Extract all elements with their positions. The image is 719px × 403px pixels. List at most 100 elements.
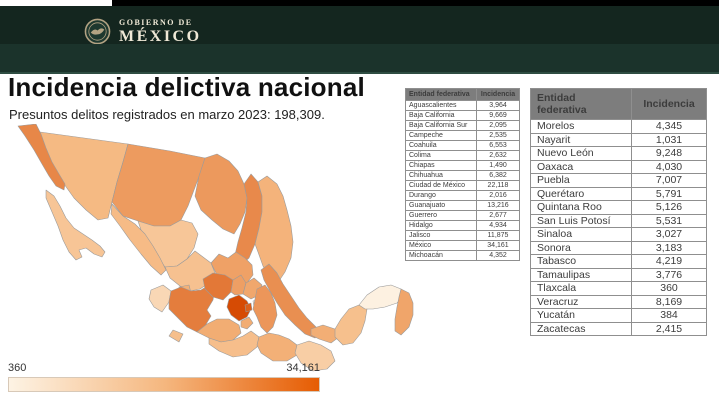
incidence-value-cell: 3,964 xyxy=(476,100,520,111)
state-chihuahua xyxy=(111,143,206,227)
state-name-cell: Morelos xyxy=(530,119,632,134)
table-row: Baja California Sur 2,095 xyxy=(405,120,520,131)
state-oaxaca xyxy=(256,332,298,362)
state-name-cell: Hidalgo xyxy=(405,220,477,231)
table-row: Querétaro 5,791 xyxy=(530,186,707,201)
incidence-value-cell: 1,031 xyxy=(631,132,707,147)
incidence-value-cell: 2,016 xyxy=(476,190,520,201)
state-name-cell: Baja California xyxy=(405,110,477,121)
state-campeche xyxy=(334,304,368,346)
table-row: Sinaloa 3,027 xyxy=(530,227,707,242)
table-row: Tlaxcala 360 xyxy=(530,281,707,296)
table-row: Sonora 3,183 xyxy=(530,240,707,255)
state-name-cell: Chihuahua xyxy=(405,170,477,181)
brand-line2: MÉXICO xyxy=(119,27,202,45)
color-scale-labels: 360 34,161 xyxy=(8,362,320,374)
column-header-incidencia: Incidencia xyxy=(476,88,520,101)
page-title: Incidencia delictiva nacional xyxy=(8,72,365,102)
table-row: Jalisco 11,875 xyxy=(405,230,520,241)
state-name-cell: Nayarit xyxy=(530,132,632,147)
state-name-cell: Veracruz xyxy=(530,294,632,309)
state-name-cell: Durango xyxy=(405,190,477,201)
incidence-value-cell: 4,934 xyxy=(476,220,520,231)
state-name-cell: Zacatecas xyxy=(530,321,632,336)
table-row: Veracruz 8,169 xyxy=(530,294,707,309)
incidence-value-cell: 5,791 xyxy=(631,186,707,201)
column-header-entidad: Entidad federativa xyxy=(405,88,477,101)
incidence-table-right: Entidad federativa Incidencia Morelos 4,3… xyxy=(530,88,707,336)
table-row: Yucatán 384 xyxy=(530,308,707,323)
incidence-value-cell: 2,095 xyxy=(476,120,520,131)
top-edge-strip xyxy=(0,0,719,6)
state-name-cell: Ciudad de México xyxy=(405,180,477,191)
state-name-cell: Aguascalientes xyxy=(405,100,477,111)
incidence-value-cell: 3,027 xyxy=(631,227,707,242)
state-name-cell: Michoacán xyxy=(405,250,477,261)
incidence-value-cell: 2,677 xyxy=(476,210,520,221)
incidence-value-cell: 5,126 xyxy=(631,200,707,215)
state-name-cell: Chiapas xyxy=(405,160,477,171)
table-row: Oaxaca 4,030 xyxy=(530,159,707,174)
color-scale-legend: 360 34,161 xyxy=(8,362,320,392)
state-name-cell: Guanajuato xyxy=(405,200,477,211)
column-header-entidad: Entidad federativa xyxy=(530,88,632,120)
banner-lower-band xyxy=(0,44,719,74)
state-morelos xyxy=(240,316,254,330)
table-row: Colima 2,632 xyxy=(405,150,520,161)
state-chiapas xyxy=(294,340,336,372)
table-row: Morelos 4,345 xyxy=(530,119,707,134)
incidence-value-cell: 9,669 xyxy=(476,110,520,121)
table-header-row: Entidad federativa Incidencia xyxy=(530,88,707,120)
state-name-cell: Yucatán xyxy=(530,308,632,323)
state-jalisco xyxy=(168,284,216,333)
incidence-value-cell: 3,776 xyxy=(631,267,707,282)
state-name-cell: Sinaloa xyxy=(530,227,632,242)
table-row: Aguascalientes 3,964 xyxy=(405,100,520,111)
state-name-cell: Sonora xyxy=(530,240,632,255)
mexico-map-svg xyxy=(17,123,414,372)
table-row: México 34,161 xyxy=(405,240,520,251)
incidence-value-cell: 6,382 xyxy=(476,170,520,181)
incidence-value-cell: 4,030 xyxy=(631,159,707,174)
incidence-value-cell: 4,352 xyxy=(476,250,520,261)
table-row: Guerrero 2,677 xyxy=(405,210,520,221)
incidence-value-cell: 22,118 xyxy=(476,180,520,191)
state-name-cell: Quintana Roo xyxy=(530,200,632,215)
state-name-cell: Baja California Sur xyxy=(405,120,477,131)
table-row: Tamaulipas 3,776 xyxy=(530,267,707,282)
table-row: Chihuahua 6,382 xyxy=(405,170,520,181)
state-name-cell: México xyxy=(405,240,477,251)
incidence-value-cell: 13,216 xyxy=(476,200,520,211)
table-row: Chiapas 1,490 xyxy=(405,160,520,171)
table-header-row: Entidad federativa Incidencia xyxy=(405,88,520,101)
state-name-cell: Tlaxcala xyxy=(530,281,632,296)
incidence-value-cell: 11,875 xyxy=(476,230,520,241)
table-row: Nayarit 1,031 xyxy=(530,132,707,147)
incidence-table-left: Entidad federativa Incidencia Aguascalie… xyxy=(405,88,520,261)
table-row: Coahuila 6,553 xyxy=(405,140,520,151)
table-row: Zacatecas 2,415 xyxy=(530,321,707,336)
state-name-cell: Nuevo León xyxy=(530,146,632,161)
gobierno-seal-icon xyxy=(84,18,111,45)
state-coahuila xyxy=(194,153,248,235)
scale-min-label: 360 xyxy=(8,362,27,374)
incidence-value-cell: 9,248 xyxy=(631,146,707,161)
state-zacatecas xyxy=(164,250,216,292)
state-name-cell: Coahuila xyxy=(405,140,477,151)
state-name-cell: Tamaulipas xyxy=(530,267,632,282)
state-name-cell: Tabasco xyxy=(530,254,632,269)
state-name-cell: Oaxaca xyxy=(530,159,632,174)
incidence-value-cell: 6,553 xyxy=(476,140,520,151)
table-row: Nuevo León 9,248 xyxy=(530,146,707,161)
state-name-cell: Colima xyxy=(405,150,477,161)
page-subtitle: Presuntos delitos registrados en marzo 2… xyxy=(9,107,325,122)
mexico-choropleth-map xyxy=(2,123,426,376)
column-header-incidencia: Incidencia xyxy=(631,88,707,120)
state-mexico xyxy=(226,294,252,322)
state-puebla xyxy=(252,284,278,334)
incidence-value-cell: 384 xyxy=(631,308,707,323)
state-colima xyxy=(168,329,184,343)
state-baja-california xyxy=(17,123,66,191)
table-row: Puebla 7,007 xyxy=(530,173,707,188)
state-baja-california-sur xyxy=(45,189,106,261)
